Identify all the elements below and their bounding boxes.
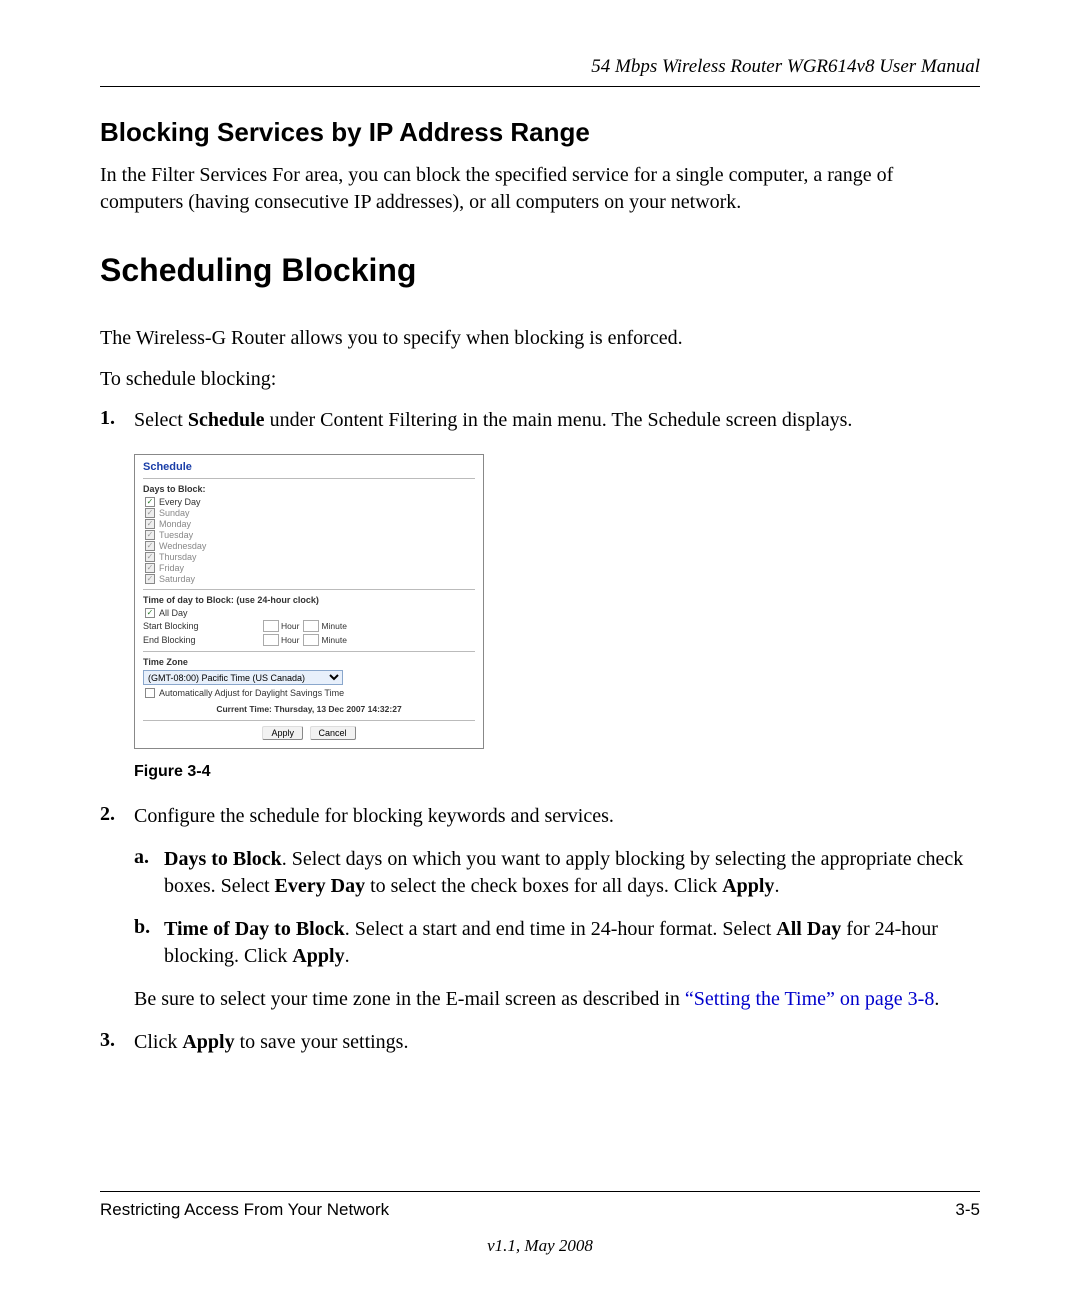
time-of-day-label: Time of day to Block: (use 24-hour clock…: [143, 595, 475, 605]
timezone-label: Time Zone: [143, 657, 475, 667]
day-checkbox[interactable]: ✓: [145, 497, 155, 507]
dst-checkbox[interactable]: [145, 688, 155, 698]
panel-title: Schedule: [143, 461, 475, 473]
list-item: 1. Select Schedule under Content Filteri…: [100, 407, 980, 434]
day-label: Sunday: [159, 508, 190, 518]
days-to-block-label: Days to Block:: [143, 484, 475, 494]
step1-text: Select: [134, 409, 188, 431]
bold-term: Apply: [182, 1031, 234, 1053]
start-hour-input[interactable]: [263, 620, 279, 632]
text: to select the check boxes for all days. …: [365, 875, 722, 897]
sublist-item: a. Days to Block. Select days on which y…: [134, 846, 980, 900]
day-row: ✓ Tuesday: [145, 530, 475, 540]
subsection-heading: Blocking Services by IP Address Range: [100, 117, 980, 148]
step3-text: to save your settings.: [235, 1031, 409, 1053]
cancel-button[interactable]: Cancel: [310, 726, 356, 740]
day-row: ✓ Thursday: [145, 552, 475, 562]
timezone-select[interactable]: (GMT-08:00) Pacific Time (US Canada): [143, 670, 343, 685]
sublist-item: b. Time of Day to Block. Select a start …: [134, 916, 980, 970]
day-label: Tuesday: [159, 530, 193, 540]
start-blocking-label: Start Blocking: [143, 621, 263, 631]
bold-term: Apply: [292, 945, 344, 967]
day-label: Friday: [159, 563, 184, 573]
doc-header: 54 Mbps Wireless Router WGR614v8 User Ma…: [100, 56, 980, 78]
step2-text: Configure the schedule for blocking keyw…: [134, 803, 980, 830]
note-text: .: [934, 988, 939, 1010]
allday-checkbox[interactable]: ✓: [145, 608, 155, 618]
start-minute-input[interactable]: [303, 620, 319, 632]
minute-label: Minute: [321, 621, 347, 631]
footer-rule: [100, 1191, 980, 1192]
day-checkbox: ✓: [145, 519, 155, 529]
time-label-text: Time of day to Block: (use 24-hour clock…: [143, 595, 319, 605]
day-checkbox: ✓: [145, 552, 155, 562]
figure-caption: Figure 3-4: [134, 763, 980, 781]
list-number: 3.: [100, 1029, 134, 1056]
schedule-screenshot: Schedule Days to Block: ✓ Every Day ✓ Sunda…: [134, 454, 484, 749]
body-paragraph: The Wireless-G Router allows you to spec…: [100, 325, 980, 352]
bold-term: Apply: [722, 875, 774, 897]
allday-label: All Day: [159, 608, 188, 618]
list-number: 1.: [100, 407, 134, 434]
apply-button[interactable]: Apply: [262, 726, 303, 740]
figure: Schedule Days to Block: ✓ Every Day ✓ Sunda…: [134, 454, 980, 749]
note-paragraph: Be sure to select your time zone in the …: [134, 986, 980, 1013]
footer-chapter: Restricting Access From Your Network: [100, 1200, 389, 1220]
day-row: ✓ Sunday: [145, 508, 475, 518]
day-checkbox: ✓: [145, 574, 155, 584]
day-label: Saturday: [159, 574, 195, 584]
sublist-letter: a.: [134, 846, 164, 900]
minute-label: Minute: [321, 635, 347, 645]
dst-label: Automatically Adjust for Daylight Saving…: [159, 688, 344, 698]
end-minute-input[interactable]: [303, 634, 319, 646]
step1-bold: Schedule: [188, 409, 265, 431]
list-item: 3. Click Apply to save your settings.: [100, 1029, 980, 1056]
current-time: Current Time: Thursday, 13 Dec 2007 14:3…: [143, 704, 475, 714]
body-paragraph: To schedule blocking:: [100, 366, 980, 393]
step1-text: under Content Filtering in the main menu…: [265, 409, 853, 431]
header-rule: [100, 86, 980, 87]
text: . Select a start and end time in 24-hour…: [345, 918, 777, 940]
intro-paragraph: In the Filter Services For area, you can…: [100, 162, 980, 216]
day-checkbox: ✓: [145, 541, 155, 551]
bold-term: Time of Day to Block: [164, 918, 345, 940]
bold-term: Days to Block: [164, 848, 282, 870]
hour-label: Hour: [281, 635, 299, 645]
page-footer: Restricting Access From Your Network 3-5…: [100, 1173, 980, 1256]
end-blocking-label: End Blocking: [143, 635, 263, 645]
bold-term: Every Day: [275, 875, 366, 897]
day-checkbox: ✓: [145, 530, 155, 540]
day-label: Monday: [159, 519, 191, 529]
footer-version: v1.1, May 2008: [100, 1236, 980, 1256]
day-row: ✓ Saturday: [145, 574, 475, 584]
section-heading: Scheduling Blocking: [100, 252, 980, 289]
footer-page-number: 3-5: [955, 1200, 980, 1220]
day-checkbox: ✓: [145, 563, 155, 573]
text: .: [345, 945, 350, 967]
text: .: [774, 875, 779, 897]
note-text: Be sure to select your time zone in the …: [134, 988, 685, 1010]
day-row: ✓ Friday: [145, 563, 475, 573]
day-row: ✓ Monday: [145, 519, 475, 529]
step3-text: Click: [134, 1031, 182, 1053]
hour-label: Hour: [281, 621, 299, 631]
day-label: Every Day: [159, 497, 201, 507]
list-item: 2. Configure the schedule for blocking k…: [100, 803, 980, 830]
end-hour-input[interactable]: [263, 634, 279, 646]
day-row: ✓ Every Day: [145, 497, 475, 507]
day-row: ✓ Wednesday: [145, 541, 475, 551]
bold-term: All Day: [776, 918, 841, 940]
day-checkbox: ✓: [145, 508, 155, 518]
day-label: Thursday: [159, 552, 197, 562]
cross-reference-link[interactable]: “Setting the Time” on page 3-8: [685, 988, 934, 1010]
day-label: Wednesday: [159, 541, 206, 551]
sublist-letter: b.: [134, 916, 164, 970]
list-number: 2.: [100, 803, 134, 830]
